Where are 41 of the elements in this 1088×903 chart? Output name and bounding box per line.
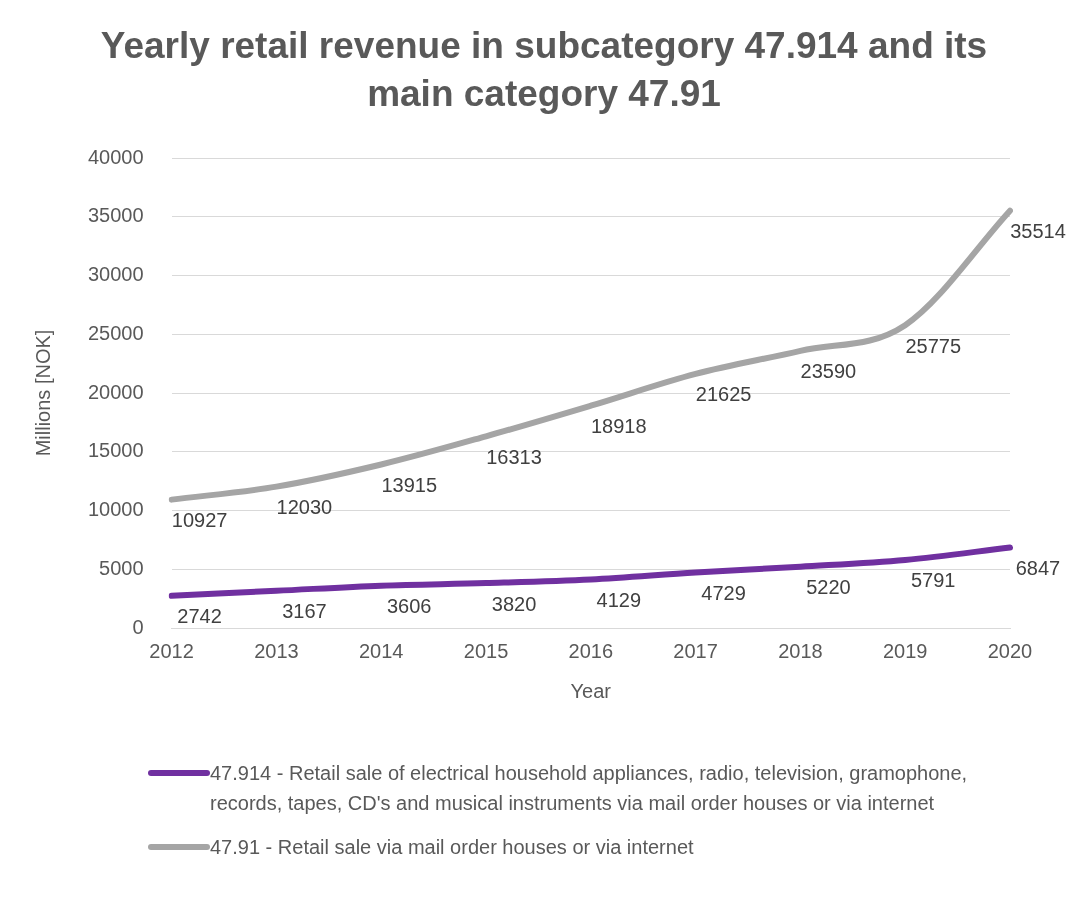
x-tick-label: 2017 bbox=[673, 639, 718, 662]
y-tick-label: 40000 bbox=[87, 145, 144, 168]
data-label: 2742 bbox=[177, 605, 222, 628]
y-tick-label: 35000 bbox=[87, 204, 144, 227]
y-tick-label: 25000 bbox=[87, 321, 144, 344]
x-tick-label: 2015 bbox=[463, 639, 509, 662]
data-label: 13915 bbox=[381, 474, 438, 497]
data-label: 12030 bbox=[276, 496, 333, 519]
data-label: 3167 bbox=[282, 600, 327, 623]
y-tick-label: 30000 bbox=[87, 263, 144, 286]
data-label: 4129 bbox=[596, 589, 642, 611]
data-label: 21625 bbox=[695, 383, 752, 406]
data-label: 3820 bbox=[491, 592, 537, 615]
x-tick-label: 2012 bbox=[149, 639, 194, 662]
x-tick-label: 2019 bbox=[882, 639, 928, 662]
y-tick-label: 10000 bbox=[87, 498, 144, 521]
y-tick-label: 5000 bbox=[99, 556, 144, 579]
y-tick-label: 15000 bbox=[87, 439, 144, 462]
data-label: 3606 bbox=[386, 595, 432, 618]
x-axis-title: Year bbox=[570, 679, 612, 702]
x-tick-label: 2016 bbox=[568, 639, 614, 662]
x-tick-label: 2020 bbox=[987, 639, 1033, 662]
data-label: 10927 bbox=[171, 509, 228, 532]
data-label: 18918 bbox=[591, 415, 647, 438]
data-label: 5220 bbox=[806, 576, 851, 599]
x-tick-label: 2018 bbox=[778, 639, 823, 662]
y-tick-label: 20000 bbox=[87, 380, 144, 403]
y-tick-label: 0 bbox=[132, 615, 144, 638]
legend-label: 47.914 - Retail sale of electrical household appliances, radio, television, gramophone, records, tapes, CD's and musical instruments via mail order houses or via internet bbox=[210, 761, 969, 816]
data-label: 23590 bbox=[800, 360, 857, 383]
data-label: 16313 bbox=[486, 445, 542, 468]
legend-label: 47.91 - Retail sale via mail order houses or via internet bbox=[210, 835, 694, 860]
data-label: 4729 bbox=[701, 581, 746, 604]
x-tick-label: 2013 bbox=[254, 639, 299, 662]
y-axis-title: Millions [NOK] bbox=[31, 329, 54, 457]
data-label: 6847 bbox=[1015, 557, 1061, 580]
data-label: 35514 bbox=[1010, 220, 1066, 243]
chart-title: Yearly retail revenue in subcategory 47.914 and its main category 47.91 bbox=[99, 24, 989, 116]
data-label: 5791 bbox=[910, 569, 956, 592]
x-tick-label: 2014 bbox=[358, 639, 404, 662]
data-label: 25775 bbox=[905, 334, 962, 357]
